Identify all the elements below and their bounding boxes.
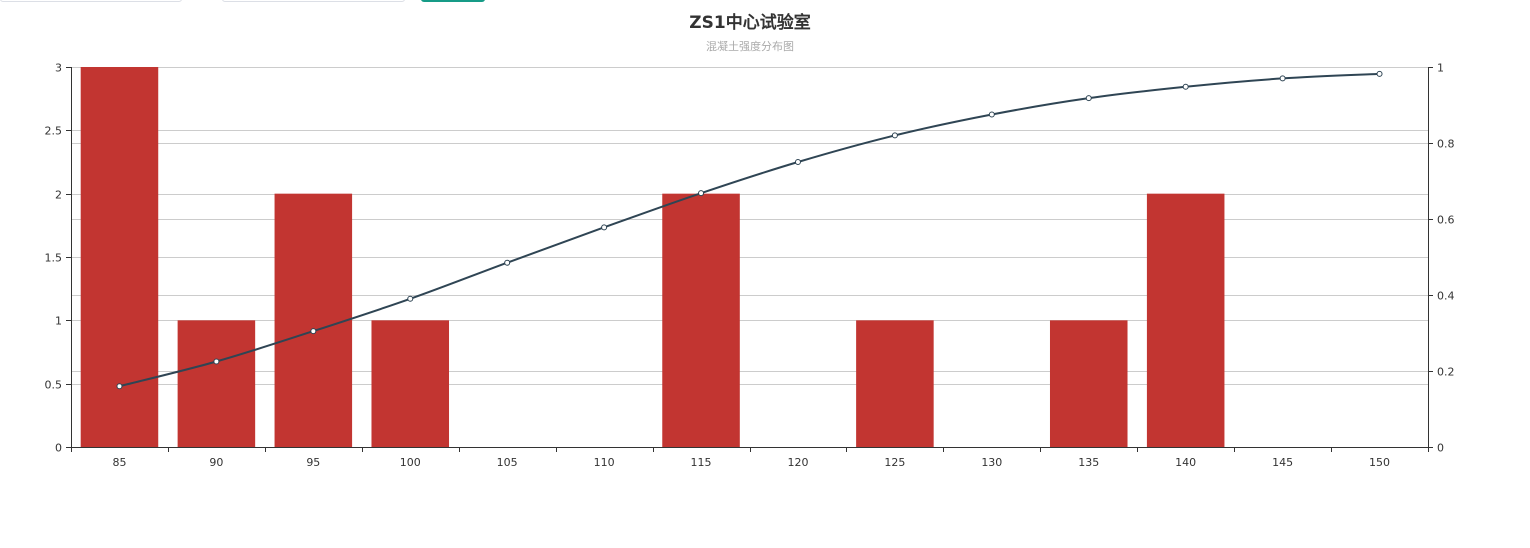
x-tick-label: 150 [1369,456,1390,469]
x-tick-label: 125 [884,456,905,469]
bar [177,320,256,447]
y-right-tick-label: 0.2 [1437,366,1455,379]
axes: 0 0.5 1 1.5 2 2.5 3 0 0.2 0.4 0.6 0.8 1 85 90 95 100 105 1… [45,62,1455,470]
line-point [1376,70,1383,77]
x-tick-label: 140 [1175,456,1196,469]
bar [371,320,450,447]
line-point [310,328,317,335]
bar [856,320,934,447]
x-tick-label: 120 [787,456,808,469]
line-point [698,190,705,197]
line-point [1182,83,1189,90]
bar [662,193,740,447]
y-left-tick-label: 2.5 [45,125,63,138]
line-point [504,259,511,266]
x-tick-label: 105 [497,456,518,469]
y-left-tick-label: 0.5 [45,379,63,392]
x-tick-label: 135 [1078,456,1099,469]
line-point [1279,75,1286,82]
bar [1049,320,1128,447]
bar [1146,193,1225,447]
x-tick-label: 100 [400,456,421,469]
x-tick-label: 145 [1272,456,1293,469]
line-point [794,159,801,165]
y-left-tick-label: 1.5 [45,252,63,265]
line-point [116,383,123,390]
x-tick-label: 110 [594,456,615,469]
y-right-tick-label: 0.6 [1437,214,1455,227]
chart-title: ZS1中心试验室 [689,12,810,33]
y-right-tick-label: 0.4 [1437,290,1455,303]
y-left-tick-label: 1 [55,315,62,328]
line-point [407,295,414,302]
line-point [601,224,608,231]
line-point [1085,95,1092,102]
x-tick-label: 90 [209,456,223,469]
y-left-tick-label: 0 [55,442,62,455]
line-series [116,70,1383,390]
line-point [891,132,898,139]
x-tick-label: 130 [981,456,1002,469]
y-right-tick-label: 0 [1437,442,1444,455]
y-right-tick-label: 0.8 [1437,138,1455,151]
line-point [213,358,220,365]
query-button[interactable] [421,0,485,2]
y-left-tick-label: 2 [55,189,62,202]
toolbar [0,0,1530,6]
x-tick-label: 85 [112,456,126,469]
y-right-tick-label: 1 [1437,62,1444,75]
x-tick-label: 95 [306,456,320,469]
chart-subtitle: 混凝土强度分布图 [706,39,794,53]
line-series-path [119,72,1380,388]
line-point [988,111,995,118]
bar [80,67,159,447]
bar-series [80,67,1225,447]
bar [274,193,353,447]
x-tick-label: 115 [691,456,712,469]
y-left-tick-label: 3 [55,62,62,75]
